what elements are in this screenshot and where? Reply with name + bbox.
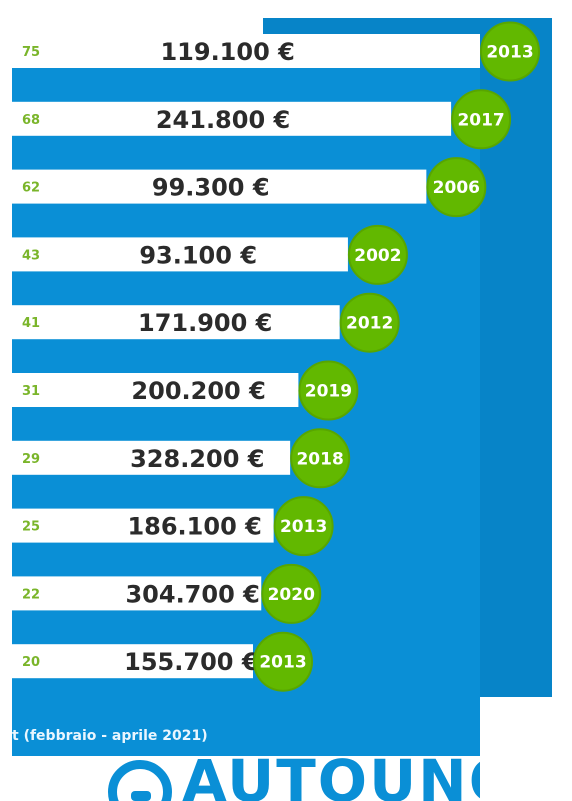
bar-row: 62 99.300 € 2006 <box>12 157 487 218</box>
bar <box>12 508 274 543</box>
bar-row: 41 171.900 € 2012 <box>12 292 400 353</box>
bar <box>12 644 253 679</box>
rank-label: 43 <box>22 248 40 263</box>
rank-label: 31 <box>22 384 40 399</box>
year-label: 2013 <box>486 43 533 63</box>
year-label: 2020 <box>268 585 315 605</box>
year-label: 2012 <box>346 314 393 334</box>
price-label: 186.100 € <box>127 513 261 541</box>
rank-label: 29 <box>22 452 40 467</box>
year-label: 2013 <box>259 653 306 673</box>
year-badge <box>298 360 359 421</box>
year-badge <box>347 224 408 285</box>
year-badge <box>253 631 313 692</box>
bar <box>12 237 348 272</box>
rank-label: 22 <box>22 587 40 602</box>
bar <box>12 169 427 204</box>
year-label: 2018 <box>296 449 343 469</box>
price-label: 93.100 € <box>139 241 257 269</box>
bar <box>12 373 299 407</box>
bar-row: 31 200.200 € 2019 <box>12 360 359 421</box>
bar-row: 43 93.100 € 2002 <box>12 224 408 285</box>
rank-label: 41 <box>22 316 40 331</box>
rank-label: 62 <box>22 181 40 196</box>
rank-label: 68 <box>22 113 40 128</box>
logo-text: AUTOUNO <box>182 752 480 801</box>
logo: AUTOUNO <box>108 752 480 801</box>
bar-row: 22 304.700 € 2020 <box>12 563 322 624</box>
year-label: 2013 <box>280 517 327 537</box>
year-badge <box>339 292 400 353</box>
price-label: 155.700 € <box>124 648 258 676</box>
price-label: 99.300 € <box>152 174 270 202</box>
year-badge <box>426 157 487 218</box>
footnote: t (febbraio - aprile 2021) <box>12 728 208 744</box>
bar <box>12 305 340 340</box>
rank-label: 75 <box>22 45 40 60</box>
logo-icon <box>108 760 172 801</box>
bar-row: 25 186.100 € 2013 <box>12 496 334 557</box>
price-label: 171.900 € <box>138 309 272 337</box>
bar-row: 20 155.700 €2013 <box>12 631 313 692</box>
price-label: 119.100 € <box>160 38 294 66</box>
bar-row: 75 119.100 € 2013 <box>12 21 540 82</box>
bar <box>12 576 262 611</box>
bar <box>12 101 452 136</box>
price-label: 304.700 € <box>125 580 259 608</box>
bar <box>12 34 480 68</box>
year-label: 2006 <box>433 178 480 198</box>
rank-label: 25 <box>22 520 40 535</box>
bar-row: 29 328.200 € 2018 <box>12 428 351 489</box>
price-label: 241.800 € <box>156 106 290 134</box>
year-badge <box>480 21 540 82</box>
year-label: 2017 <box>457 110 504 130</box>
year-badge <box>261 563 322 624</box>
year-badge <box>451 89 512 150</box>
year-badge <box>273 496 334 557</box>
bar-row: 68 241.800 € 2017 <box>12 89 512 150</box>
price-label: 328.200 € <box>130 445 264 473</box>
year-label: 2002 <box>354 246 401 266</box>
year-badge <box>290 428 351 489</box>
price-label: 200.200 € <box>131 377 265 405</box>
bar <box>12 440 291 475</box>
rank-label: 20 <box>22 655 40 670</box>
year-label: 2019 <box>305 382 352 402</box>
